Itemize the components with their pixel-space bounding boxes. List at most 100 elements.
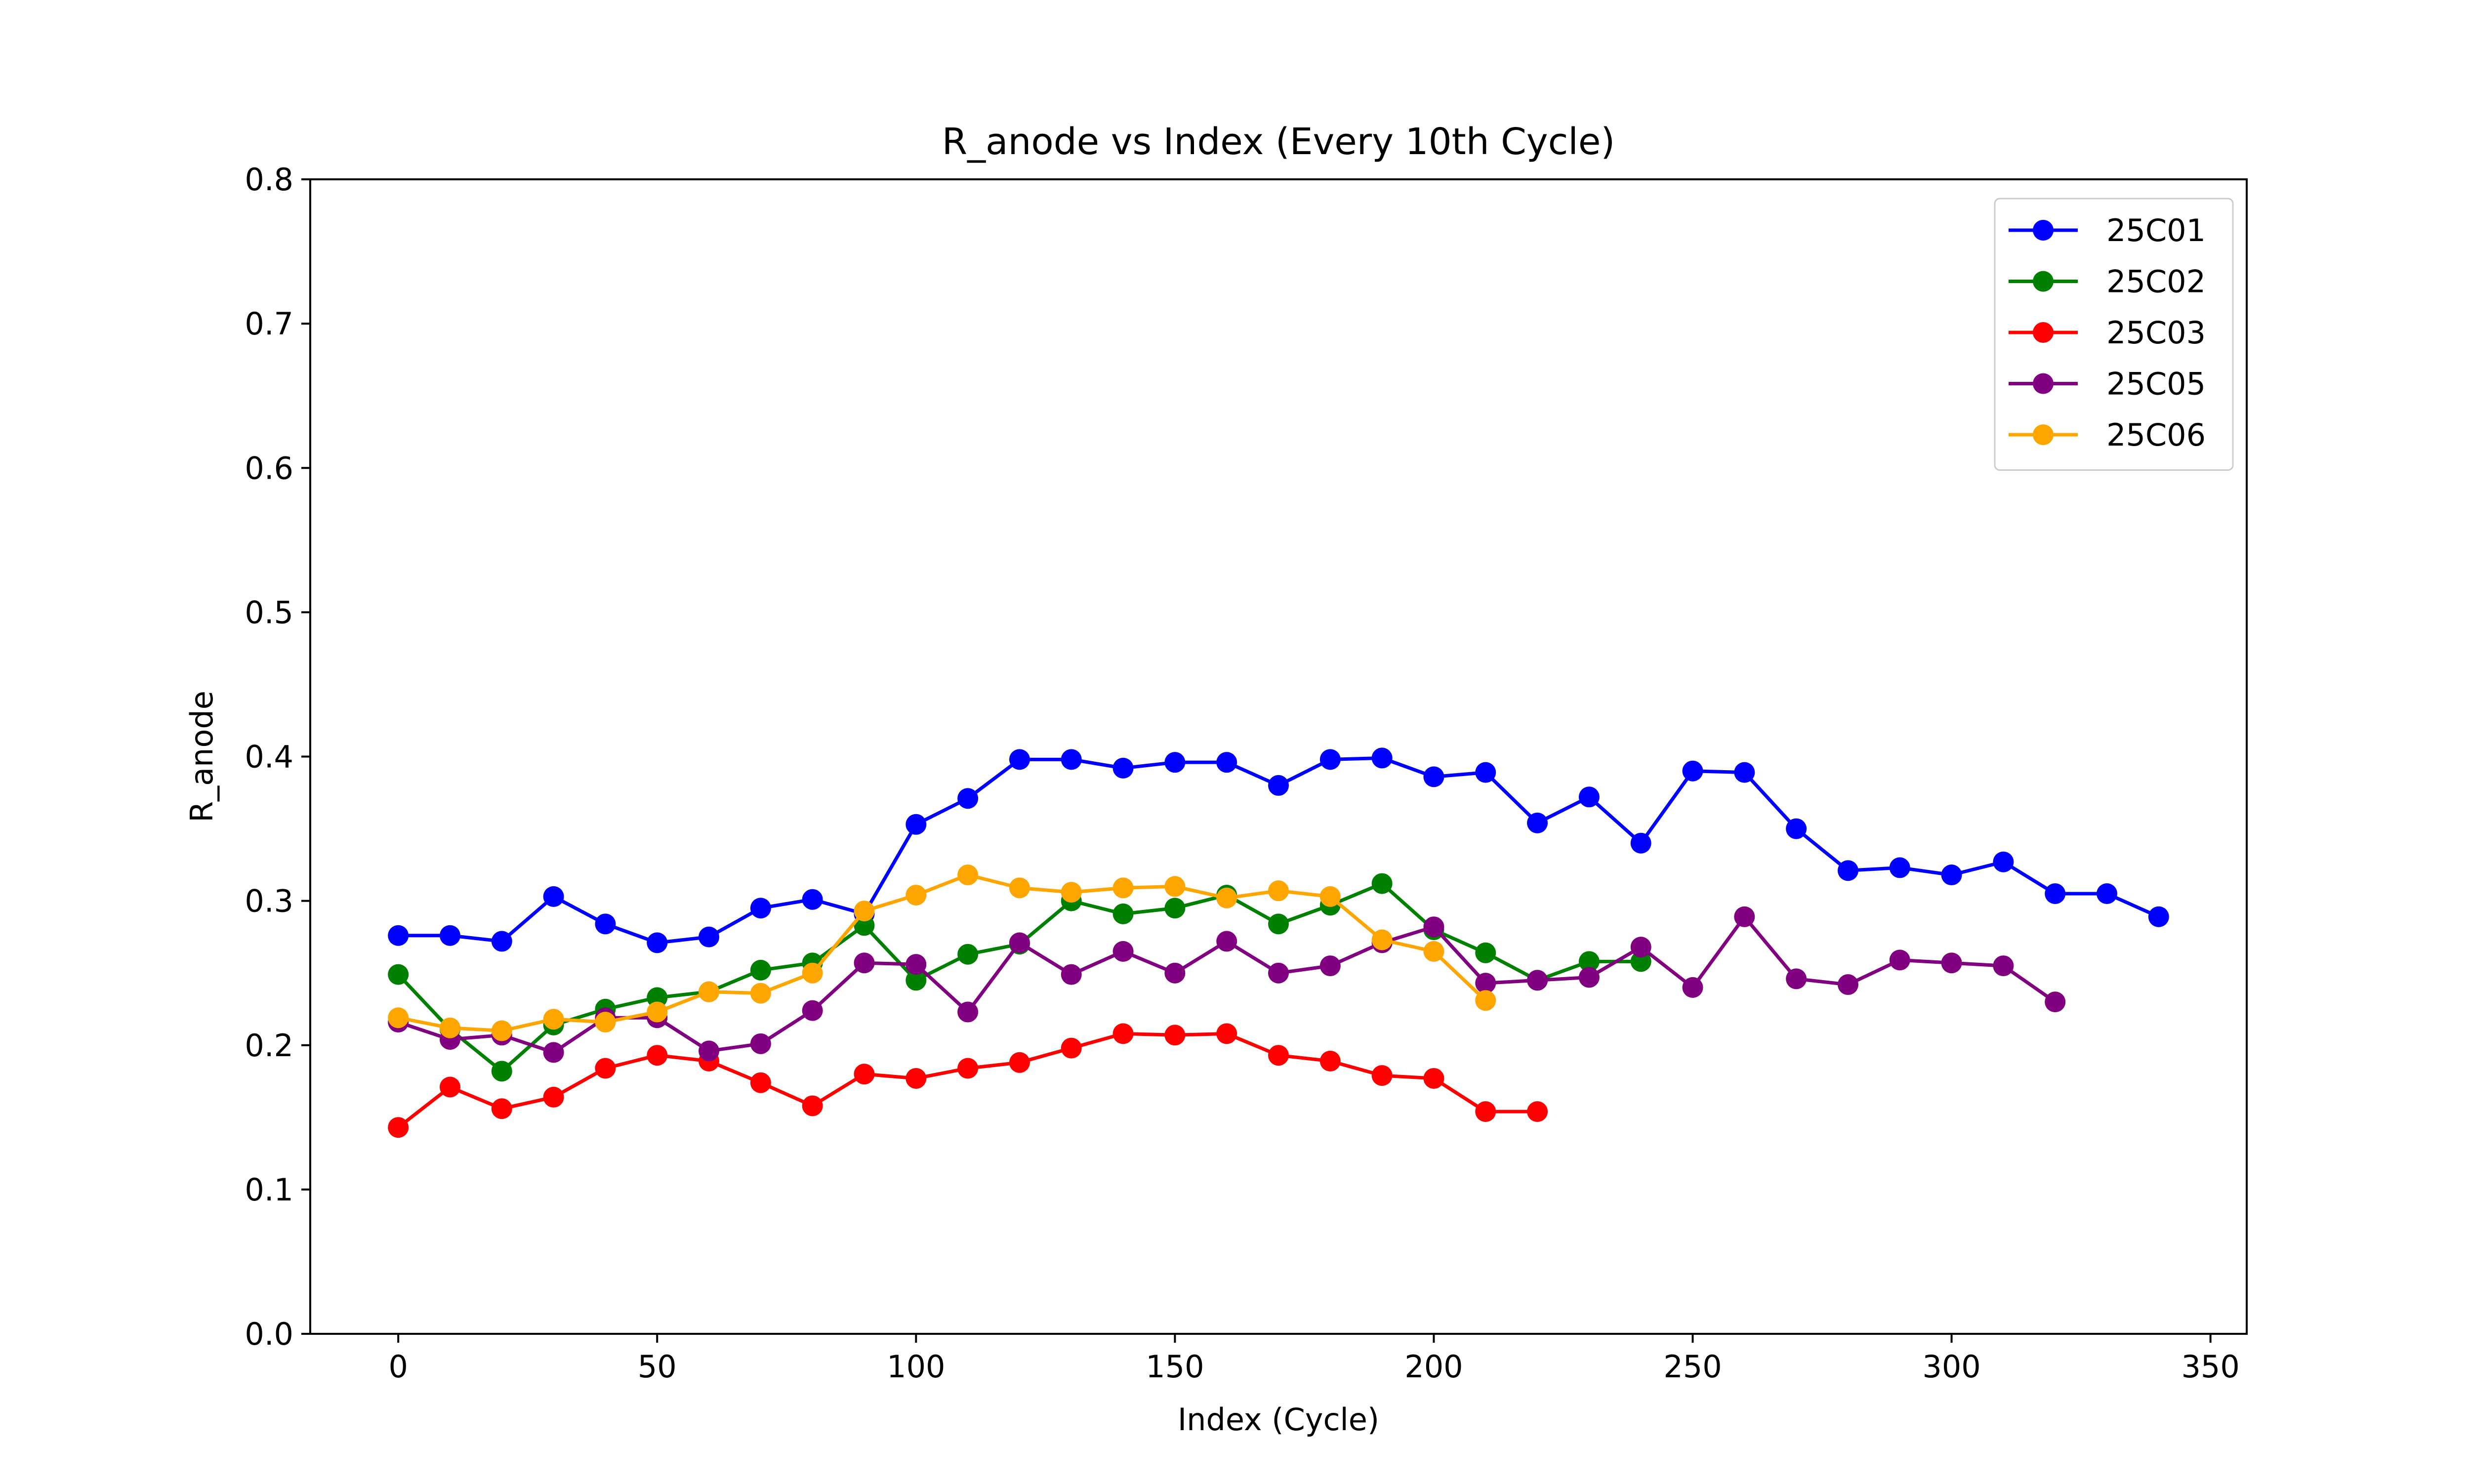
data-point-25c03 [1216, 1023, 1237, 1044]
data-point-25c06 [1423, 941, 1444, 962]
x-tick-label: 0 [388, 1349, 408, 1385]
data-point-25c01 [1268, 775, 1289, 796]
data-point-25c01 [1941, 865, 1962, 886]
data-point-25c05 [699, 1040, 720, 1062]
data-point-25c01 [1112, 757, 1134, 779]
data-point-25c05 [1889, 949, 1910, 971]
data-point-25c02 [491, 1061, 512, 1082]
x-tick-label: 100 [887, 1349, 945, 1385]
x-tick-label: 200 [1404, 1349, 1463, 1385]
data-point-25c03 [543, 1086, 564, 1108]
data-point-25c05 [1527, 970, 1548, 991]
data-point-25c05 [1061, 964, 1082, 985]
data-point-25c01 [802, 889, 823, 910]
data-point-25c05 [1941, 952, 1962, 974]
data-point-25c01 [388, 925, 409, 946]
data-point-25c05 [1475, 973, 1496, 994]
data-point-25c05 [1112, 941, 1134, 962]
data-point-25c03 [1475, 1101, 1496, 1122]
data-point-25c01 [1889, 857, 1910, 878]
data-point-25c03 [750, 1072, 771, 1093]
data-point-25c01 [1527, 812, 1548, 833]
data-point-25c01 [1786, 818, 1807, 839]
data-point-25c01 [595, 913, 616, 935]
data-point-25c02 [750, 959, 771, 981]
data-point-25c01 [1061, 749, 1082, 770]
data-point-25c02 [1578, 951, 1600, 972]
data-point-25c03 [1371, 1065, 1393, 1086]
data-point-25c01 [1475, 762, 1496, 783]
data-point-25c05 [1319, 955, 1341, 977]
legend: 25C01 25C02 25C03 25C05 25C06 [1994, 198, 2234, 471]
data-point-25c02 [1112, 903, 1134, 924]
x-tick-label: 150 [1146, 1349, 1204, 1385]
legend-label-25c01: 25C01 [2106, 212, 2206, 248]
data-point-25c05 [1734, 906, 1755, 927]
data-point-25c06 [854, 901, 875, 922]
data-point-25c05 [543, 1042, 564, 1063]
data-point-25c06 [699, 981, 720, 1002]
legend-swatch-marker-25c03 [2033, 322, 2054, 343]
data-point-25c03 [957, 1058, 979, 1079]
data-point-25c03 [388, 1117, 409, 1138]
data-point-25c03 [491, 1098, 512, 1119]
x-axis-label: Index (Cycle) [1178, 1402, 1379, 1438]
data-point-25c01 [1319, 749, 1341, 770]
data-point-25c01 [750, 898, 771, 919]
data-point-25c06 [957, 865, 979, 886]
data-point-25c05 [1837, 974, 1858, 995]
legend-label-25c06: 25C06 [2106, 417, 2206, 453]
data-point-25c06 [1112, 877, 1134, 899]
y-axis-label: R_anode [184, 691, 220, 823]
data-point-25c03 [1527, 1101, 1548, 1122]
legend-swatch-marker-25c06 [2033, 424, 2054, 445]
data-point-25c01 [1630, 832, 1651, 854]
series-25c03 [388, 1023, 1548, 1138]
series-25c01 [388, 747, 2169, 953]
data-point-25c06 [1009, 877, 1030, 899]
data-point-25c02 [1630, 951, 1651, 972]
legend-label-25c02: 25C02 [2106, 264, 2206, 300]
series-25c06 [388, 865, 1496, 1041]
legend-swatch-marker-25c01 [2033, 220, 2054, 241]
y-tick-label: 0.2 [245, 1028, 293, 1064]
y-tick-label: 0.6 [245, 450, 293, 486]
data-point-25c02 [1268, 913, 1289, 935]
y-tick-label: 0.5 [245, 594, 293, 630]
legend-swatch-marker-25c05 [2033, 373, 2054, 394]
data-point-25c01 [1164, 752, 1186, 773]
y-tick-label: 0.0 [245, 1316, 293, 1352]
data-point-25c02 [1371, 873, 1393, 894]
data-point-25c06 [1164, 876, 1186, 897]
data-point-25c05 [750, 1033, 771, 1054]
data-point-25c05 [802, 1000, 823, 1021]
data-point-25c01 [543, 886, 564, 907]
data-point-25c06 [543, 1009, 564, 1030]
y-tick-label: 0.4 [245, 739, 293, 775]
data-point-25c03 [1423, 1068, 1444, 1089]
data-point-25c06 [1061, 882, 1082, 903]
data-point-25c01 [906, 814, 927, 835]
data-point-25c02 [1475, 942, 1496, 963]
series-group [388, 747, 2169, 1138]
data-point-25c03 [1268, 1045, 1289, 1066]
data-point-25c06 [388, 1007, 409, 1029]
x-tick-label: 50 [638, 1349, 677, 1385]
data-point-25c03 [1164, 1025, 1186, 1046]
data-point-25c02 [1164, 898, 1186, 919]
data-point-25c06 [1268, 880, 1289, 902]
data-point-25c05 [1268, 962, 1289, 984]
data-point-25c02 [854, 915, 875, 936]
data-point-25c01 [1993, 851, 2014, 872]
y-tick-label: 0.3 [245, 883, 293, 919]
data-point-25c03 [439, 1076, 460, 1098]
data-point-25c03 [802, 1095, 823, 1116]
data-point-25c01 [1009, 749, 1030, 770]
data-point-25c06 [750, 983, 771, 1004]
data-point-25c05 [1682, 977, 1703, 998]
data-point-25c01 [1216, 752, 1237, 773]
x-tick-label: 250 [1663, 1349, 1722, 1385]
data-point-25c05 [906, 954, 927, 975]
